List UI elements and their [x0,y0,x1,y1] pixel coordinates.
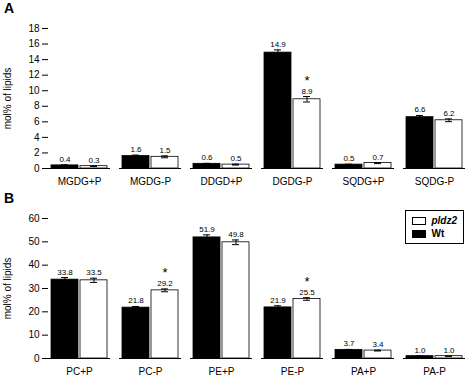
svg-text:0: 0 [34,163,40,174]
html-text:Wt: Wt [431,228,445,239]
svg-text:PC-P: PC-P [139,366,163,377]
svg-text:14.9: 14.9 [270,40,286,49]
svg-text:*: * [304,274,309,289]
html-text:A: A [4,0,15,16]
svg-text:10: 10 [28,329,40,340]
svg-text:0.5: 0.5 [343,154,355,163]
svg-text:SQDG+P: SQDG+P [343,176,385,187]
svg-text:16: 16 [28,38,40,49]
html-text:B: B [4,190,15,206]
svg-text:21.9: 21.9 [270,296,286,305]
svg-text:25.5: 25.5 [299,288,315,297]
svg-text:0.6: 0.6 [201,153,213,162]
svg-text:8: 8 [34,100,40,111]
svg-text:18: 18 [28,23,40,34]
svg-text:*: * [162,265,167,280]
svg-text:6.6: 6.6 [414,105,426,114]
svg-text:PA+P: PA+P [351,366,376,377]
html-text:pldz2: pldz2 [431,215,457,226]
svg-text:4: 4 [34,132,40,143]
svg-text:8.9: 8.9 [301,87,313,96]
svg-text:1.5: 1.5 [159,146,171,155]
svg-text:1.0: 1.0 [443,346,455,355]
svg-text:3.7: 3.7 [343,339,355,348]
svg-text:29.2: 29.2 [157,279,173,288]
svg-text:6: 6 [34,116,40,127]
svg-text:49.8: 49.8 [228,230,244,239]
svg-text:10: 10 [28,85,40,96]
svg-text:2: 2 [34,147,40,158]
svg-text:SQDG-P: SQDG-P [415,176,455,187]
svg-text:*: * [304,73,309,88]
svg-text:3.4: 3.4 [372,340,384,349]
svg-text:PC+P: PC+P [66,366,93,377]
svg-text:MGDG+P: MGDG+P [58,176,102,187]
svg-text:mol% of lipids: mol% of lipids [2,258,13,320]
svg-text:40: 40 [28,259,40,270]
svg-text:20: 20 [28,306,40,317]
svg-text:50: 50 [28,236,40,247]
svg-text:1.0: 1.0 [414,346,426,355]
svg-text:0.4: 0.4 [59,155,71,164]
svg-text:60: 60 [28,213,40,224]
svg-text:PE+P: PE+P [209,366,235,377]
svg-text:0.7: 0.7 [372,153,384,162]
svg-text:30: 30 [28,283,40,294]
svg-text:12: 12 [28,69,40,80]
svg-text:PE-P: PE-P [281,366,305,377]
svg-text:MGDG-P: MGDG-P [130,176,171,187]
svg-text:21.8: 21.8 [128,296,144,305]
svg-text:0.5: 0.5 [230,154,242,163]
svg-text:DGDG-P: DGDG-P [273,176,313,187]
svg-text:DDGD+P: DDGD+P [201,176,243,187]
svg-text:0.3: 0.3 [88,156,100,165]
svg-text:14: 14 [28,54,40,65]
svg-text:1.6: 1.6 [130,145,142,154]
svg-text:33.5: 33.5 [86,268,102,277]
svg-text:6.2: 6.2 [443,109,455,118]
svg-text:0: 0 [34,353,40,364]
svg-text:PA-P: PA-P [423,366,446,377]
svg-text:mol% of lipids: mol% of lipids [2,68,13,130]
svg-text:51.9: 51.9 [199,225,215,234]
svg-text:33.8: 33.8 [57,268,73,277]
